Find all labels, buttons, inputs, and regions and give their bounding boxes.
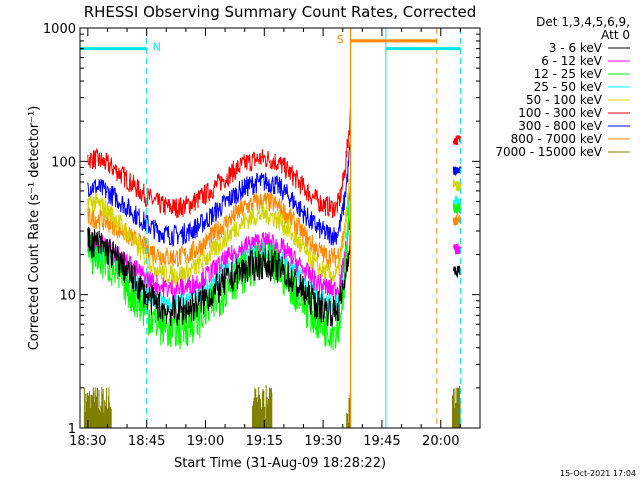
series-line-7000-15000-kev <box>83 385 461 428</box>
x-axis: 18:30 18:45 19:00 19:15 19:30 19:45 20:00 <box>69 28 481 449</box>
x-tick-label: 19:00 <box>187 434 224 449</box>
flag-label: N <box>153 41 161 54</box>
y-tick-label: 1000 <box>43 22 76 37</box>
series-spike-1 <box>452 242 462 255</box>
footer-timestamp: 15-Oct-2021 17:04 <box>560 469 636 478</box>
series-spike-4 <box>452 178 462 192</box>
legend-header-line2: Att 0 <box>601 28 630 42</box>
y-tick-label: 100 <box>51 155 76 170</box>
x-tick-label: 19:15 <box>246 434 283 449</box>
legend-label: 100 - 300 keV <box>518 106 602 120</box>
x-tick-label: 18:45 <box>128 434 165 449</box>
legend-label: 6 - 12 keV <box>541 54 603 68</box>
series-spike-6 <box>452 166 462 177</box>
plot-frame <box>79 27 481 429</box>
y-tick-label: 10 <box>59 289 76 304</box>
legend-label: 12 - 25 keV <box>534 67 603 81</box>
series-spike-5 <box>452 135 462 145</box>
x-axis-label: Start Time (31-Aug-09 18:28:22) <box>174 456 386 471</box>
legend-label: 300 - 800 keV <box>518 119 602 133</box>
series-spike-7 <box>452 213 462 226</box>
flag-label: S <box>337 33 344 46</box>
legend-label: 7000 - 15000 keV <box>495 145 602 159</box>
series-line-800-7000kev <box>87 185 351 268</box>
y-axis: 1 10 100 1000 <box>43 22 480 437</box>
series-line-100-300kev <box>87 106 351 219</box>
x-tick-label: 20:00 <box>422 434 459 449</box>
series-line-50-100kev <box>87 166 351 287</box>
legend-label: 800 - 7000 keV <box>511 132 603 146</box>
legend-label: 3 - 6 keV <box>549 41 603 55</box>
x-tick-label: 19:45 <box>363 434 400 449</box>
x-tick-label: 18:30 <box>69 434 106 449</box>
series-spike-2 <box>452 202 462 217</box>
legend-label: 50 - 100 keV <box>526 93 603 107</box>
legend-header-line1: Det 1,3,4,5,6,9, <box>536 15 630 29</box>
chart-title: RHESSI Observing Summary Count Rates, Co… <box>84 3 477 21</box>
y-tick-label: 1 <box>68 422 76 437</box>
x-tick-label: 19:30 <box>304 434 341 449</box>
legend-label: 25 - 50 keV <box>534 80 603 94</box>
series-spike-0 <box>452 264 462 279</box>
y-axis-label: Corrected Count Rate (s⁻¹ detector⁻¹) <box>27 106 42 351</box>
series-line-3-6kev <box>87 226 351 327</box>
series-line-300-800kev <box>87 141 351 248</box>
